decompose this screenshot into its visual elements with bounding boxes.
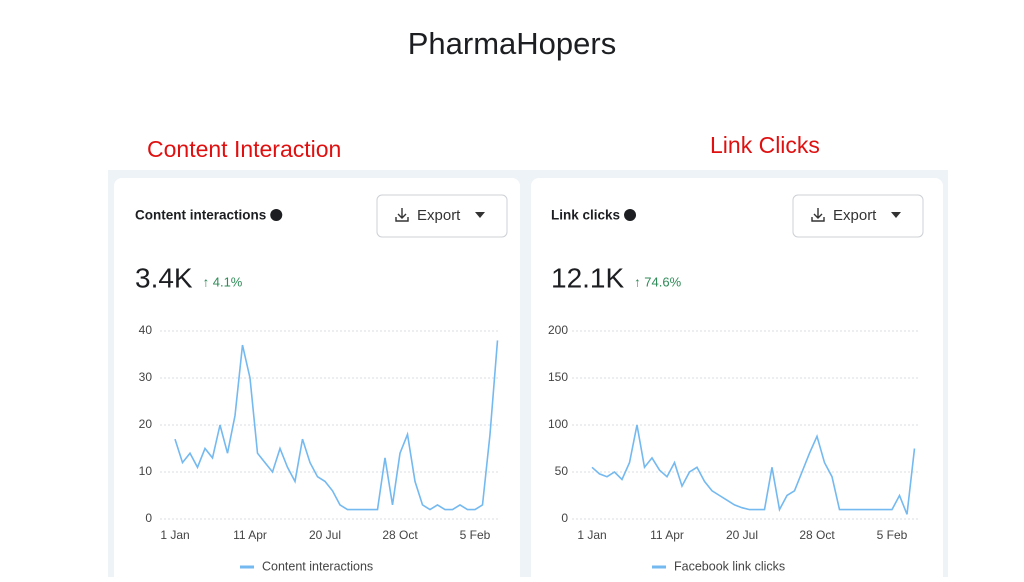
download-icon [811, 208, 825, 222]
dropdown-caret [891, 212, 901, 218]
card-title: Link clicks [551, 208, 620, 223]
data-line [591, 424, 916, 515]
y-tick-label: 20 [139, 417, 153, 431]
x-tick-label: 28 Oct [382, 528, 418, 542]
card [114, 178, 520, 582]
x-tick-label: 11 Apr [233, 528, 267, 542]
panel-label: Link Clicks [710, 132, 820, 158]
download-icon [395, 208, 409, 222]
export-button[interactable] [376, 194, 508, 238]
x-tick-label: 28 Oct [799, 528, 835, 542]
y-tick-label: 0 [145, 511, 152, 525]
data-line [174, 340, 499, 511]
total-value: 12.1K [551, 262, 624, 293]
y-tick-label: 50 [555, 464, 569, 478]
y-tick-label: 150 [548, 370, 568, 384]
y-tick-label: 10 [139, 464, 153, 478]
y-tick-label: 30 [139, 370, 153, 384]
change-value: ↑ 4.1% [203, 274, 243, 289]
y-tick-label: 100 [548, 417, 568, 431]
info-icon [270, 209, 283, 221]
x-tick-label: 5 Feb [460, 528, 491, 542]
legend-label: Facebook link clicks [674, 559, 785, 573]
x-tick-label: 20 Jul [309, 528, 341, 542]
info-icon [624, 209, 637, 221]
x-tick-label: 5 Feb [877, 528, 908, 542]
page-title: PharmaHopers [408, 26, 616, 61]
change-value: ↑ 74.6% [634, 274, 681, 289]
card-title: Content interactions [135, 208, 266, 223]
y-tick-label: 40 [139, 323, 153, 337]
y-tick-label: 0 [561, 511, 568, 525]
dropdown-caret [475, 212, 485, 218]
panel-label: Content Interaction [147, 136, 341, 162]
x-tick-label: 1 Jan [577, 528, 606, 542]
x-tick-label: 20 Jul [726, 528, 758, 542]
export-label: Export [833, 207, 877, 224]
export-button[interactable] [792, 194, 924, 238]
y-tick-label: 200 [548, 323, 568, 337]
export-label: Export [417, 207, 461, 224]
card [531, 178, 943, 582]
x-tick-label: 1 Jan [160, 528, 189, 542]
legend-label: Content interactions [262, 559, 373, 573]
total-value: 3.4K [135, 262, 193, 293]
x-tick-label: 11 Apr [650, 528, 684, 542]
